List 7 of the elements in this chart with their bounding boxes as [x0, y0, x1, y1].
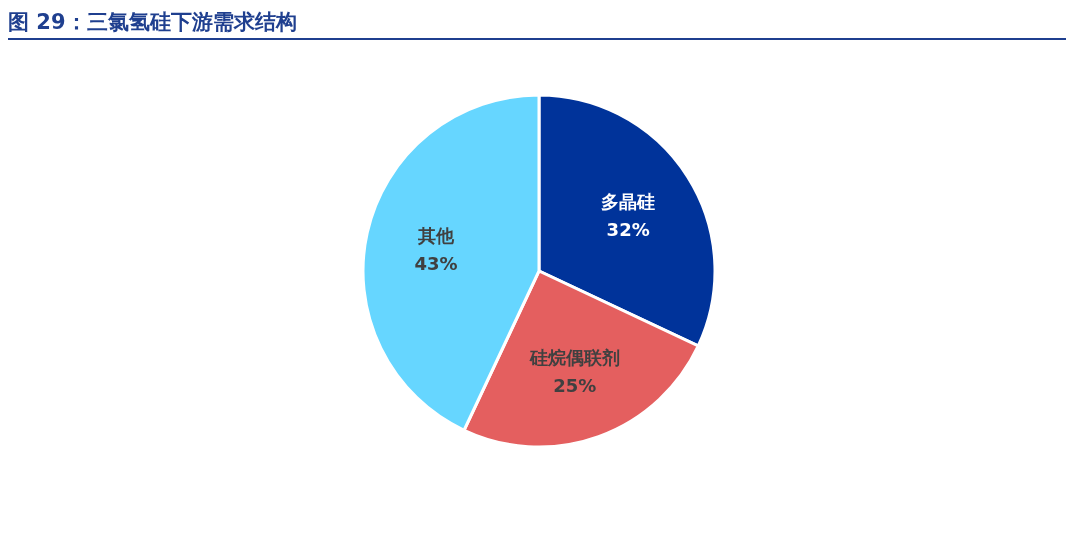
- data-label: 32%: [606, 219, 650, 241]
- data-label: 25%: [553, 375, 597, 397]
- text: 图 29：三氯氢硅下游需求结构: [8, 8, 1066, 40]
- data-label: 43%: [414, 252, 458, 274]
- slice-label: 硅烷偶联剂: [528, 347, 620, 369]
- slice-label: 其他: [416, 224, 455, 246]
- slice-label: 多晶硅: [601, 191, 656, 213]
